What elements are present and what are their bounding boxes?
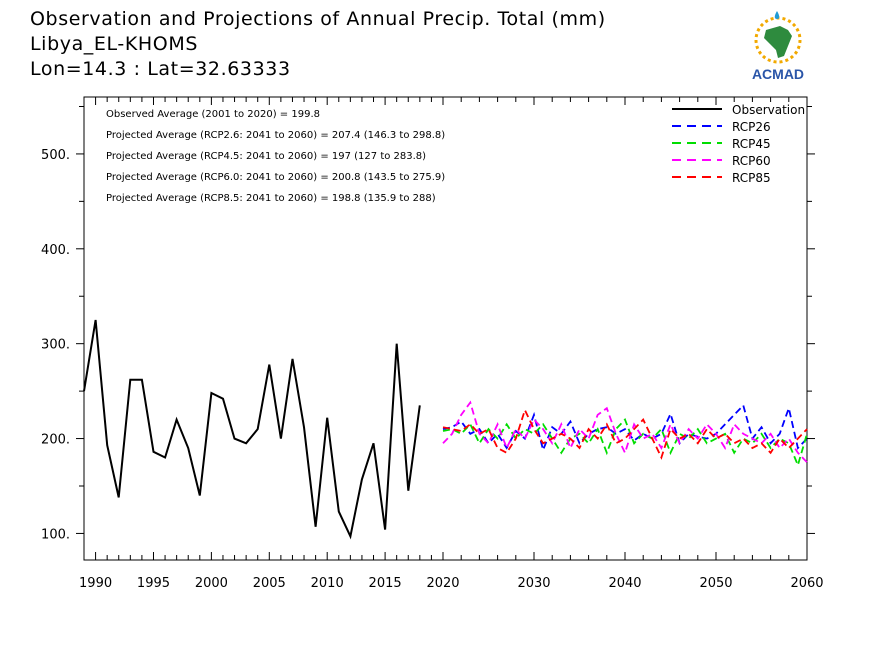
stat-line: Projected Average (RCP4.5: 2041 to 2060)…	[106, 151, 426, 162]
series-line-rcp85	[442, 407, 808, 460]
x-axis: 1990 1995 2000 2005 2010 2015 2020 2030 2040 2050…	[79, 97, 824, 591]
series-line-observation	[83, 319, 421, 540]
x-tick-label: 1990	[79, 576, 112, 591]
x-tick-label: 1995	[137, 576, 170, 591]
x-tick-label: 2060	[790, 576, 823, 591]
station-name: Libya_EL-KHOMS	[30, 33, 198, 55]
acmad-logo: ACMAD	[752, 11, 804, 82]
series-line-rcp60	[442, 400, 808, 463]
y-tick-label: 500.	[41, 148, 70, 163]
legend-label: RCP85	[732, 171, 771, 185]
station-coordinates: Lon=14.3 : Lat=32.63333	[30, 58, 291, 80]
stat-line: Projected Average (RCP8.5: 2041 to 2060)…	[106, 193, 436, 204]
x-tick-label: 2000	[195, 576, 228, 591]
y-tick-label: 100.	[41, 527, 70, 542]
x-tick-label: 2010	[311, 576, 344, 591]
x-tick-label: 2005	[253, 576, 286, 591]
series-line-rcp26	[442, 403, 808, 453]
y-tick-label: 400.	[41, 243, 70, 258]
legend-label: RCP26	[732, 120, 771, 134]
x-tick-label: 2050	[699, 576, 732, 591]
x-tick-label: 2030	[517, 576, 550, 591]
stat-line: Projected Average (RCP2.6: 2041 to 2060)…	[106, 130, 445, 141]
stat-line: Projected Average (RCP6.0: 2041 to 2060)…	[106, 172, 445, 183]
legend-label: Observation	[732, 103, 805, 117]
legend-label: RCP45	[732, 137, 771, 151]
legend: Observation RCP26 RCP45 RCP60 RCP85	[672, 103, 805, 185]
chart-title: Observation and Projections of Annual Pr…	[30, 8, 606, 30]
x-tick-label: 2040	[608, 576, 641, 591]
plot-frame	[83, 96, 808, 561]
y-axis: 100. 200. 300. 400. 500.	[41, 105, 815, 542]
stats-box: Observed Average (2001 to 2020) = 199.8 P…	[106, 109, 445, 204]
x-tick-label: 2015	[369, 576, 402, 591]
series-line-rcp45	[442, 417, 808, 468]
africa-map-icon	[754, 11, 802, 64]
series-layer	[83, 319, 808, 540]
legend-label: RCP60	[732, 154, 771, 168]
y-tick-label: 200.	[41, 433, 70, 448]
y-tick-label: 300.	[41, 338, 70, 353]
x-tick-label: 2020	[426, 576, 459, 591]
stat-line: Observed Average (2001 to 2020) = 199.8	[106, 109, 320, 120]
logo-text: ACMAD	[752, 66, 804, 82]
